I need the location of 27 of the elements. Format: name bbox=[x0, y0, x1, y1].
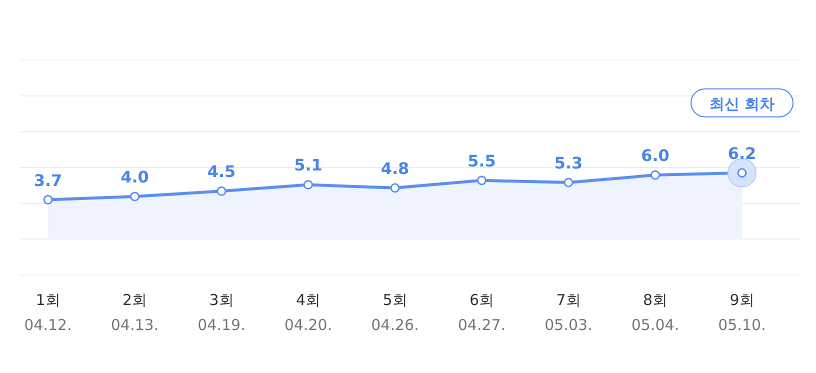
point bbox=[477, 176, 486, 186]
point bbox=[304, 180, 313, 190]
data-label: 5.3 bbox=[554, 154, 583, 173]
point bbox=[130, 192, 140, 202]
x-tick-label: 2회 04.13. bbox=[110, 291, 159, 334]
point bbox=[390, 183, 400, 193]
x-tick-label: 6회 04.27. bbox=[458, 291, 506, 334]
x-tick-label: 5회 04.26. bbox=[371, 291, 419, 334]
point bbox=[564, 178, 574, 188]
data-label: 4.8 bbox=[380, 158, 410, 178]
data-label: 5.1 bbox=[294, 156, 322, 175]
point bbox=[216, 186, 226, 196]
data-label: 6.2 bbox=[728, 144, 756, 163]
x-tick-label: 4회 04.20. bbox=[284, 291, 332, 334]
x-tick-label: 1회 04.12. bbox=[24, 291, 72, 334]
x-tick-label: 3회 04.19. bbox=[198, 291, 246, 334]
x-tick-label: 9회 05.10. bbox=[718, 291, 766, 334]
point bbox=[43, 195, 53, 204]
data-label: 5.5 bbox=[468, 151, 496, 170]
x-tick-label: 7회 05.03. bbox=[544, 291, 592, 334]
data-label: 4.0 bbox=[120, 168, 149, 187]
x-tick-label: 8회 05.04. bbox=[631, 291, 680, 334]
data-label: 3.7 bbox=[34, 170, 62, 190]
point bbox=[650, 170, 660, 180]
data-label: 6.0 bbox=[641, 146, 670, 166]
annotation: 최신 회차 bbox=[709, 94, 775, 113]
data-label: 4.5 bbox=[207, 162, 236, 182]
